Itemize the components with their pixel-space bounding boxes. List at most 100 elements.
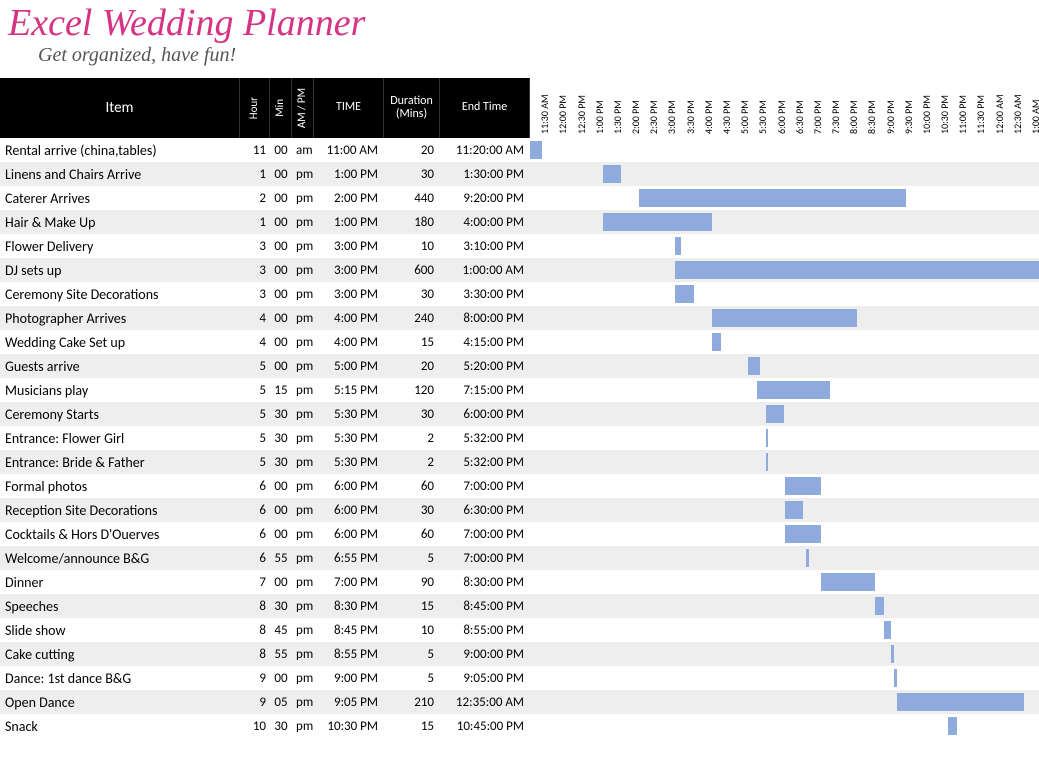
gantt-bar[interactable] xyxy=(712,333,721,351)
table-row[interactable]: Welcome/announce B&G655pm6:55 PM57:00:00… xyxy=(0,546,530,570)
cell-end[interactable]: 1:00:00 AM xyxy=(440,263,530,278)
cell-ampm[interactable]: pm xyxy=(292,503,314,518)
cell-time[interactable]: 5:00 PM xyxy=(314,359,384,374)
cell-end[interactable]: 6:00:00 PM xyxy=(440,407,530,422)
cell-end[interactable]: 3:30:00 PM xyxy=(440,287,530,302)
cell-item[interactable]: Rental arrive (china,tables) xyxy=(0,142,240,159)
cell-hour[interactable]: 8 xyxy=(240,623,270,638)
gantt-bar[interactable] xyxy=(675,237,681,255)
cell-time[interactable]: 5:15 PM xyxy=(314,383,384,398)
table-row[interactable]: Slide show845pm8:45 PM108:55:00 PM xyxy=(0,618,530,642)
gantt-bar[interactable] xyxy=(712,309,857,327)
cell-time[interactable]: 6:00 PM xyxy=(314,479,384,494)
cell-ampm[interactable]: am xyxy=(292,143,314,158)
cell-time[interactable]: 2:00 PM xyxy=(314,191,384,206)
cell-ampm[interactable]: pm xyxy=(292,527,314,542)
cell-end[interactable]: 6:30:00 PM xyxy=(440,503,530,518)
gantt-bar[interactable] xyxy=(948,717,957,735)
table-row[interactable]: Hair & Make Up100pm1:00 PM1804:00:00 PM xyxy=(0,210,530,234)
cell-time[interactable]: 6:00 PM xyxy=(314,527,384,542)
gantt-bar[interactable] xyxy=(748,357,760,375)
cell-item[interactable]: Dance: 1st dance B&G xyxy=(0,670,240,687)
cell-ampm[interactable]: pm xyxy=(292,575,314,590)
cell-item[interactable]: Dinner xyxy=(0,574,240,591)
cell-item[interactable]: Entrance: Flower Girl xyxy=(0,430,240,447)
cell-min[interactable]: 00 xyxy=(270,335,292,350)
cell-hour[interactable]: 6 xyxy=(240,551,270,566)
cell-hour[interactable]: 9 xyxy=(240,695,270,710)
table-row[interactable]: Linens and Chairs Arrive100pm1:00 PM301:… xyxy=(0,162,530,186)
cell-time[interactable]: 5:30 PM xyxy=(314,407,384,422)
cell-min[interactable]: 15 xyxy=(270,383,292,398)
cell-hour[interactable]: 11 xyxy=(240,143,270,158)
cell-time[interactable]: 8:45 PM xyxy=(314,623,384,638)
cell-end[interactable]: 7:00:00 PM xyxy=(440,479,530,494)
cell-end[interactable]: 3:10:00 PM xyxy=(440,239,530,254)
cell-dur[interactable]: 5 xyxy=(384,551,440,566)
cell-dur[interactable]: 15 xyxy=(384,719,440,734)
table-row[interactable]: Speeches830pm8:30 PM158:45:00 PM xyxy=(0,594,530,618)
cell-hour[interactable]: 5 xyxy=(240,431,270,446)
gantt-bar[interactable] xyxy=(603,213,712,231)
cell-min[interactable]: 00 xyxy=(270,239,292,254)
cell-hour[interactable]: 9 xyxy=(240,671,270,686)
gantt-bar[interactable] xyxy=(757,381,830,399)
cell-item[interactable]: DJ sets up xyxy=(0,262,240,279)
cell-hour[interactable]: 4 xyxy=(240,311,270,326)
cell-min[interactable]: 00 xyxy=(270,527,292,542)
cell-end[interactable]: 8:55:00 PM xyxy=(440,623,530,638)
cell-time[interactable]: 1:00 PM xyxy=(314,215,384,230)
cell-min[interactable]: 00 xyxy=(270,311,292,326)
cell-dur[interactable]: 120 xyxy=(384,383,440,398)
cell-dur[interactable]: 2 xyxy=(384,431,440,446)
cell-ampm[interactable]: pm xyxy=(292,167,314,182)
cell-hour[interactable]: 1 xyxy=(240,167,270,182)
cell-min[interactable]: 30 xyxy=(270,719,292,734)
cell-item[interactable]: Linens and Chairs Arrive xyxy=(0,166,240,183)
cell-hour[interactable]: 2 xyxy=(240,191,270,206)
cell-min[interactable]: 00 xyxy=(270,191,292,206)
cell-dur[interactable]: 440 xyxy=(384,191,440,206)
cell-item[interactable]: Guests arrive xyxy=(0,358,240,375)
cell-min[interactable]: 30 xyxy=(270,599,292,614)
cell-ampm[interactable]: pm xyxy=(292,287,314,302)
gantt-bar[interactable] xyxy=(530,141,542,159)
cell-dur[interactable]: 15 xyxy=(384,335,440,350)
gantt-bar[interactable] xyxy=(785,525,821,543)
gantt-bar[interactable] xyxy=(894,669,897,687)
cell-time[interactable]: 5:30 PM xyxy=(314,431,384,446)
table-row[interactable]: Ceremony Site Decorations300pm3:00 PM303… xyxy=(0,282,530,306)
table-row[interactable]: Musicians play515pm5:15 PM1207:15:00 PM xyxy=(0,378,530,402)
cell-item[interactable]: Hair & Make Up xyxy=(0,214,240,231)
cell-dur[interactable]: 2 xyxy=(384,455,440,470)
cell-end[interactable]: 7:15:00 PM xyxy=(440,383,530,398)
cell-end[interactable]: 4:00:00 PM xyxy=(440,215,530,230)
cell-min[interactable]: 30 xyxy=(270,455,292,470)
gantt-bar[interactable] xyxy=(821,573,876,591)
cell-end[interactable]: 5:20:00 PM xyxy=(440,359,530,374)
cell-time[interactable]: 9:05 PM xyxy=(314,695,384,710)
cell-time[interactable]: 10:30 PM xyxy=(314,719,384,734)
table-row[interactable]: Snack1030pm10:30 PM1510:45:00 PM xyxy=(0,714,530,738)
cell-hour[interactable]: 3 xyxy=(240,287,270,302)
cell-item[interactable]: Reception Site Decorations xyxy=(0,502,240,519)
table-row[interactable]: Ceremony Starts530pm5:30 PM306:00:00 PM xyxy=(0,402,530,426)
cell-dur[interactable]: 15 xyxy=(384,599,440,614)
table-row[interactable]: Entrance: Flower Girl530pm5:30 PM25:32:0… xyxy=(0,426,530,450)
cell-item[interactable]: Speeches xyxy=(0,598,240,615)
cell-time[interactable]: 3:00 PM xyxy=(314,287,384,302)
cell-ampm[interactable]: pm xyxy=(292,599,314,614)
cell-ampm[interactable]: pm xyxy=(292,479,314,494)
cell-end[interactable]: 11:20:00 AM xyxy=(440,143,530,158)
cell-dur[interactable]: 180 xyxy=(384,215,440,230)
cell-min[interactable]: 00 xyxy=(270,479,292,494)
gantt-bar[interactable] xyxy=(639,189,906,207)
cell-item[interactable]: Formal photos xyxy=(0,478,240,495)
table-row[interactable]: Dinner700pm7:00 PM908:30:00 PM xyxy=(0,570,530,594)
cell-min[interactable]: 00 xyxy=(270,671,292,686)
table-row[interactable]: Open Dance905pm9:05 PM21012:35:00 AM xyxy=(0,690,530,714)
cell-hour[interactable]: 7 xyxy=(240,575,270,590)
table-row[interactable]: Dance: 1st dance B&G900pm9:00 PM59:05:00… xyxy=(0,666,530,690)
cell-min[interactable]: 00 xyxy=(270,263,292,278)
cell-time[interactable]: 3:00 PM xyxy=(314,263,384,278)
